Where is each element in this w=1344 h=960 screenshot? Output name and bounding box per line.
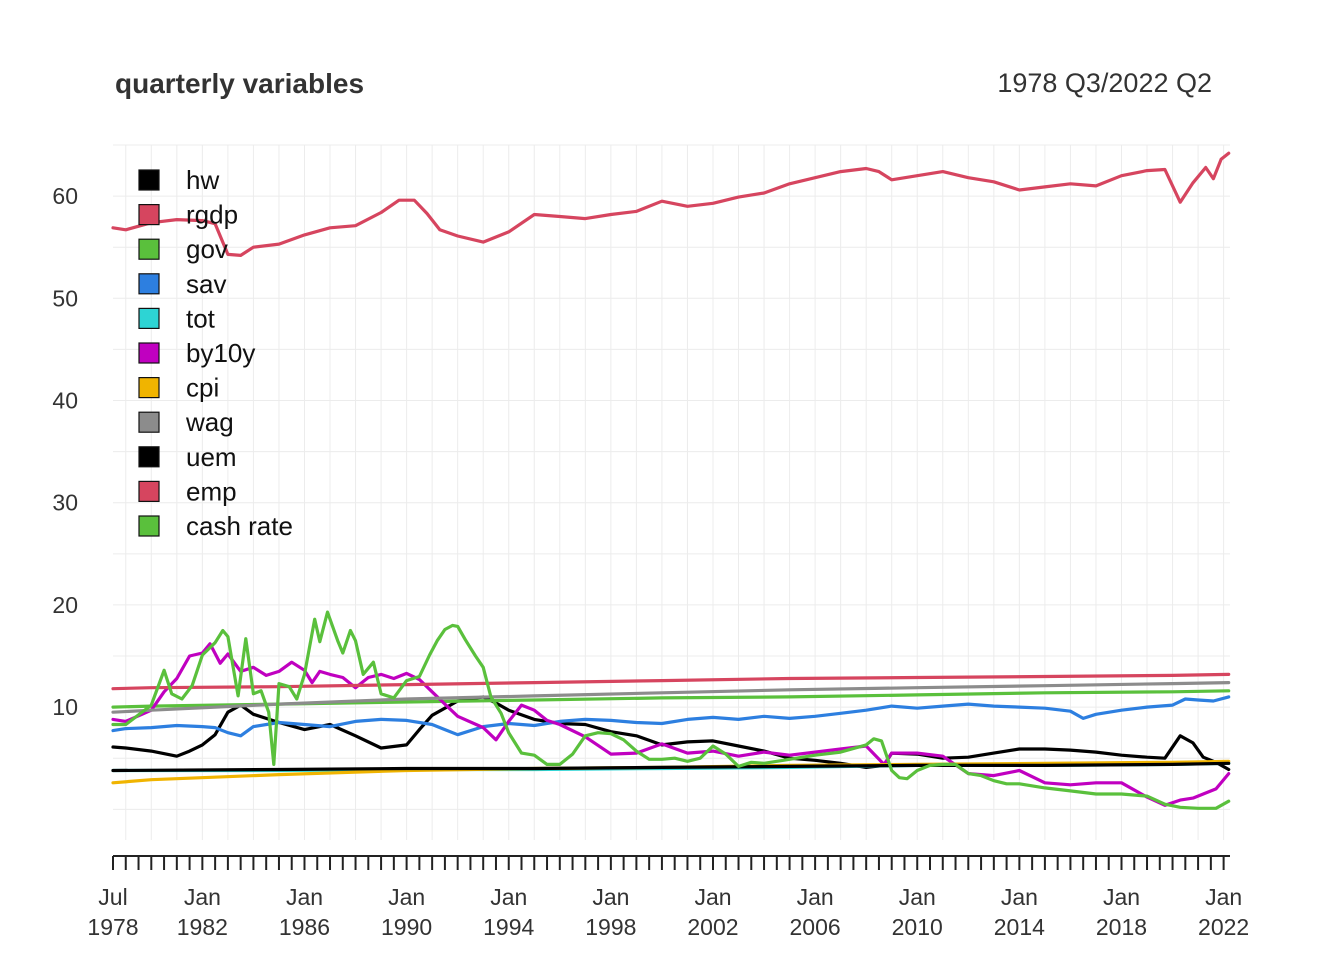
y-axis: 10 20 30 40 50 60 [52,183,78,720]
legend-label: uem [186,442,237,472]
series-line-rgdp [111,151,1231,257]
legend-swatch [138,411,160,433]
series-line-sav [111,695,1231,738]
legend-label: by10y [186,338,255,368]
legend-label: sav [186,269,226,299]
x-tick-label-month: Jan [286,884,323,910]
series-line-cash-rate [111,610,1231,810]
x-axis: Jul 1978 Jan 1982 Jan 1986 Jan 1990 Jan 1994 Jan 19… [87,855,1249,940]
series-line-by10y [111,642,1231,807]
legend-label: rgdp [186,200,238,230]
x-tick-label-year: 2010 [892,914,943,940]
legend-swatch [138,480,160,502]
x-tick-label-year: 1986 [279,914,330,940]
legend: hw rgdp gov sav tot by10y cpi wag uem emp cash rat… [138,165,293,541]
y-tick-label: 60 [52,183,78,209]
x-tick-label-month: Jan [1103,884,1140,910]
x-tick-label-year: 2022 [1198,914,1249,940]
x-tick-label-month: Jan [899,884,936,910]
chart-title: quarterly variables [115,68,365,99]
x-tick-label-month: Jan [592,884,629,910]
y-tick-label: 40 [52,388,78,414]
x-tick-label-year: 1982 [177,914,228,940]
legend-swatch [138,204,160,226]
series-line-uem [111,761,1231,773]
legend-swatch [138,342,160,364]
x-tick-label-year: 2006 [790,914,841,940]
legend-label: cash rate [186,511,293,541]
x-tick-label-month: Jul [98,884,127,910]
x-tick-label-year: 1994 [483,914,534,940]
legend-label: wag [185,407,234,437]
series-line-hw [111,695,1231,772]
y-tick-label: 50 [52,285,78,311]
x-tick-label-month: Jan [490,884,527,910]
legend-label: gov [186,234,228,264]
legend-swatch [138,377,160,399]
legend-swatch [138,307,160,329]
x-tick-label-year: 2018 [1096,914,1147,940]
x-tick-label-year: 2014 [994,914,1045,940]
grid-lines [113,144,1230,840]
legend-swatch [138,238,160,260]
legend-label: cpi [186,373,219,403]
x-tick-label-month: Jan [694,884,731,910]
x-tick-label-year: 1998 [585,914,636,940]
y-tick-label: 30 [52,490,78,516]
legend-swatch [138,273,160,295]
y-tick-label: 10 [52,694,78,720]
legend-label: emp [186,476,237,506]
legend-label: tot [186,303,216,333]
series-line-wag [111,681,1231,714]
legend-swatch [138,169,160,191]
x-tick-label-month: Jan [388,884,425,910]
y-tick-label: 20 [52,592,78,618]
legend-label: hw [186,165,219,195]
x-tick-label-year: 1978 [87,914,138,940]
x-tick-label-year: 1990 [381,914,432,940]
chart-subtitle: 1978 Q3/2022 Q2 [997,68,1212,98]
legend-swatch [138,446,160,468]
x-tick-label-month: Jan [184,884,221,910]
x-tick-label-month: Jan [797,884,834,910]
x-tick-label-month: Jan [1205,884,1242,910]
legend-swatch [138,515,160,537]
series-lines [111,151,1231,810]
x-tick-label-month: Jan [1001,884,1038,910]
x-tick-label-year: 2002 [687,914,738,940]
